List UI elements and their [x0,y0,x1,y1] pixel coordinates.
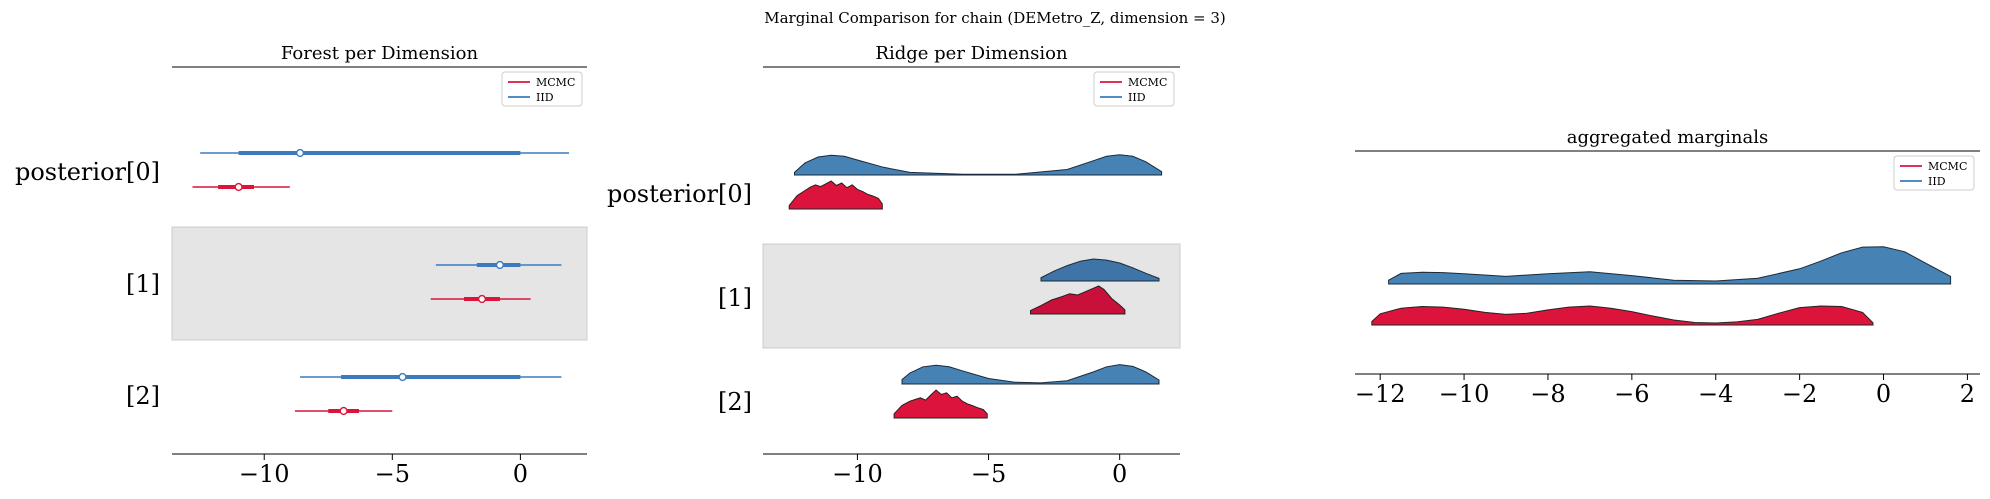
row-label: [1] [126,270,160,298]
legend-iid-label: IID [1928,175,1946,188]
legend-mcmc-label: MCMC [1928,160,1967,173]
figure-suptitle: Marginal Comparison for chain (DEMetro_Z… [764,9,1226,27]
x-tick-label: 2 [1960,380,1975,408]
panel-title: Ridge per Dimension [875,43,1068,64]
x-tick-label: −4 [1698,380,1733,408]
forest-row: [1] [126,226,588,341]
row-label: [2] [126,382,160,410]
ridge-panel: Ridge per Dimension posterior[0] [1] [2] MCM… [607,43,1181,488]
x-tick-label: −10 [1439,380,1490,408]
row-label: posterior[0] [15,158,160,186]
legend: MCMC IID [501,71,583,107]
median-point [234,182,243,192]
x-tick-label: −5 [375,460,410,488]
median-point [398,372,407,382]
row-label: [2] [718,388,752,416]
mcmc-ridge [893,389,988,419]
legend: MCMC IID [1093,71,1175,107]
x-tick-label: −12 [1355,380,1406,408]
x-tick-label: 0 [513,460,528,488]
row-band [171,226,588,341]
legend-mcmc-label: MCMC [1128,76,1167,89]
forest-row: posterior[0] [15,148,570,192]
x-tick-label: −5 [971,460,1006,488]
mcmc-aggregated-area [1371,305,1874,326]
legend-iid-label: IID [1128,91,1146,104]
x-tick-label: −2 [1782,380,1817,408]
iid-ridge [1040,258,1160,282]
row-band [762,243,1181,349]
aggregated-panel: aggregated marginals MCMC IID −12 −10 −8 −6 −4 −… [1355,127,1980,408]
median-point [295,148,305,158]
iid-aggregated-area [1388,246,1952,285]
x-tick-label: −8 [1530,380,1565,408]
forest-panel: Forest per Dimension posterior[0] [1] [2] MC… [15,43,588,488]
median-point [339,406,348,416]
iid-ridge [901,364,1160,385]
median-point [495,260,505,270]
median-point [477,294,487,304]
x-tick-label: −10 [239,460,290,488]
ridge-row: posterior[0] [607,154,1163,210]
forest-row: [2] [126,372,562,416]
x-tick-label: −10 [832,460,883,488]
panel-title: Forest per Dimension [281,43,479,64]
mcmc-ridge [1030,285,1126,315]
x-tick-label: −6 [1614,380,1649,408]
mcmc-ridge [788,180,883,210]
row-label: posterior[0] [607,180,752,208]
ridge-row: [1] [718,243,1181,349]
legend-mcmc-label: MCMC [536,76,575,89]
legend-iid-label: IID [536,91,554,104]
legend: MCMC IID [1893,155,1975,191]
x-tick-label: 0 [1876,380,1891,408]
ridge-row: [2] [718,364,1160,419]
panel-title: aggregated marginals [1567,127,1768,148]
x-tick-label: 0 [1112,460,1127,488]
iid-ridge [794,154,1163,176]
row-label: [1] [718,284,752,312]
